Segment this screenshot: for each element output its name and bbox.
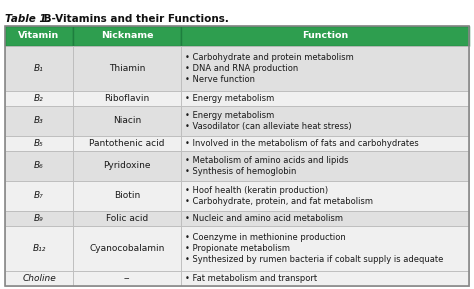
Text: • Propionate metabolism: • Propionate metabolism [185,244,290,253]
Bar [5,136,73,151]
Text: B₅: B₅ [34,139,44,148]
Bar [5,151,73,181]
Bar [5,271,73,286]
Text: • Energy metabolism: • Energy metabolism [185,94,274,103]
Text: • Nucleic and amino acid metabolism: • Nucleic and amino acid metabolism [185,214,343,223]
Text: Riboflavin: Riboflavin [105,94,150,103]
Text: • Fat metabolism and transport: • Fat metabolism and transport [185,274,317,283]
Bar [181,106,469,136]
Bar [73,136,181,151]
Bar [73,151,181,181]
Text: Choline: Choline [22,274,56,283]
Text: Cyanocobalamin: Cyanocobalamin [90,244,165,253]
Bar [73,271,181,286]
Text: • Hoof health (keratin production): • Hoof health (keratin production) [185,186,328,195]
Bar [181,46,469,91]
Bar [5,46,73,91]
Bar [73,181,181,211]
Bar [181,271,469,286]
Text: B₁₂: B₁₂ [32,244,46,253]
Text: • Nerve function: • Nerve function [185,75,255,84]
Text: • Energy metabolism: • Energy metabolism [185,111,274,120]
Bar [181,151,469,181]
Bar [73,26,181,46]
Text: • Synthesis of hemoglobin: • Synthesis of hemoglobin [185,167,296,176]
Bar [181,26,469,46]
Text: B-Vitamins and their Functions.: B-Vitamins and their Functions. [40,14,229,24]
Text: B₂: B₂ [34,94,44,103]
Bar [181,136,469,151]
Text: • Carbohydrate and protein metabolism: • Carbohydrate and protein metabolism [185,53,354,62]
Bar [73,91,181,106]
Bar [5,26,73,46]
Text: Nickname: Nickname [101,32,154,40]
Text: Biotin: Biotin [114,192,140,201]
Bar [5,91,73,106]
Bar [73,46,181,91]
Text: Function: Function [302,32,348,40]
Text: Pyridoxine: Pyridoxine [103,162,151,171]
Text: • Involved in the metabolism of fats and carbohydrates: • Involved in the metabolism of fats and… [185,139,419,148]
Text: Thiamin: Thiamin [109,64,146,73]
Text: • Metabolism of amino acids and lipids: • Metabolism of amino acids and lipids [185,156,348,165]
Text: • Synthesized by rumen bacteria if cobalt supply is adequate: • Synthesized by rumen bacteria if cobal… [185,255,443,264]
Bar [5,211,73,226]
Text: --: -- [124,274,130,283]
Bar [5,106,73,136]
Bar [181,91,469,106]
Text: • Coenzyme in methionine production: • Coenzyme in methionine production [185,233,346,242]
Bar [73,211,181,226]
Bar [181,211,469,226]
Text: Niacin: Niacin [113,116,141,125]
Text: Pantothenic acid: Pantothenic acid [90,139,165,148]
Bar [73,226,181,271]
Text: Folic acid: Folic acid [106,214,148,223]
Bar [5,226,73,271]
Bar [181,181,469,211]
Bar [181,226,469,271]
Text: • Carbohydrate, protein, and fat metabolism: • Carbohydrate, protein, and fat metabol… [185,197,373,206]
Bar [5,181,73,211]
Text: Vitamin: Vitamin [18,32,60,40]
Text: • Vasodilator (can alleviate heat stress): • Vasodilator (can alleviate heat stress… [185,122,352,131]
Text: B₃: B₃ [34,116,44,125]
Bar [73,106,181,136]
Text: B₆: B₆ [34,162,44,171]
Text: Table 1.: Table 1. [5,14,50,24]
Text: • DNA and RNA production: • DNA and RNA production [185,64,298,73]
Text: B₉: B₉ [34,214,44,223]
Text: B₁: B₁ [34,64,44,73]
Text: B₇: B₇ [34,192,44,201]
Bar [5,26,469,286]
